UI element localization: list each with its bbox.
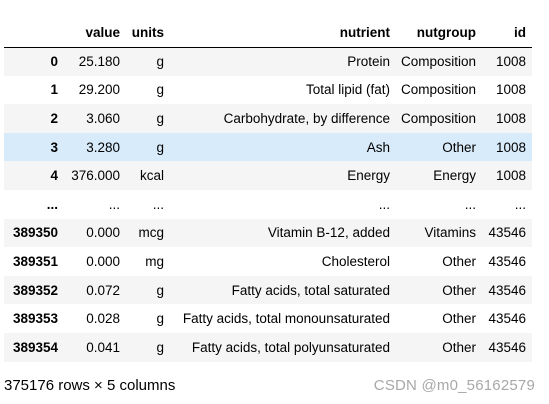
value-cell: 0.000 [86,225,120,241]
value-cell: 0.000 [86,253,120,269]
table-row: 0 25.180 g Protein Composition 1008 [4,47,532,76]
dataframe-shape-text: 375176 rows × 5 columns [4,377,176,394]
nutrient-cell: Vitamin B-12, added [267,225,390,241]
nutgroup-cell: Composition [400,110,476,126]
units-cell: ... [152,196,164,212]
row-index: 0 [50,54,58,70]
id-cell: 43546 [488,225,526,241]
table-row: 2 3.060 g Carbohydrate, by difference Co… [4,104,532,133]
ellipsis-row: ... ... ... ... ... ... [4,189,532,219]
table-row: 389354 0.041 g Fatty acids, total polyun… [4,332,532,362]
units-cell: g [156,282,164,298]
value-header: value [64,18,126,48]
units-cell: mcg [138,225,164,241]
nutrient-cell: Cholesterol [321,253,390,269]
value-cell: 3.280 [86,139,120,155]
nutrient-cell: Total lipid (fat) [305,82,390,98]
units-cell: g [156,339,164,355]
row-index: 389352 [12,282,58,298]
row-index: 4 [50,168,58,184]
id-cell: 43546 [488,339,526,355]
units-cell: g [156,110,164,126]
table-row: 389353 0.028 g Fatty acids, total monoun… [4,304,532,333]
row-index: 389351 [12,253,58,269]
units-header: units [126,18,170,48]
id-cell: 1008 [495,110,526,126]
nutrient-cell: ... [378,196,390,212]
nutgroup-cell: Other [442,253,476,269]
watermark-text: CSDN @m0_56162579 [373,377,535,394]
id-cell: 43546 [488,311,526,327]
nutrient-cell: Fatty acids, total polyunsaturated [191,339,390,355]
nutrient-cell: Fatty acids, total saturated [231,282,390,298]
id-cell: 1008 [495,54,526,70]
row-index: 389354 [12,339,58,355]
row-index: 2 [50,110,58,126]
id-cell: 1008 [495,82,526,98]
id-header: id [482,18,532,48]
nutrient-cell: Energy [347,168,390,184]
units-cell: g [156,82,164,98]
nutgroup-cell: Energy [433,168,476,184]
row-index: ... [46,196,58,212]
units-cell: g [156,54,164,70]
value-cell: 29.200 [78,82,120,98]
header-row: value units nutrient nutgroup id [4,18,532,48]
id-cell: 43546 [488,253,526,269]
nutgroup-cell: Other [442,139,476,155]
nutrient-cell: Fatty acids, total monounsaturated [182,311,390,327]
value-cell: 25.180 [78,54,120,70]
units-cell: mg [145,253,164,269]
nutgroup-cell: Composition [400,82,476,98]
nutgroup-cell: Other [442,282,476,298]
value-cell: 3.060 [86,110,120,126]
nutgroup-header: nutgroup [396,18,482,48]
nutgroup-cell: ... [464,196,476,212]
id-cell: 1008 [495,139,526,155]
nutrient-cell: Protein [347,54,390,70]
nutrient-header: nutrient [170,18,396,48]
id-cell: ... [514,196,526,212]
id-cell: 43546 [488,282,526,298]
units-cell: g [156,139,164,155]
table-row: 4 376.000 kcal Energy Energy 1008 [4,161,532,190]
units-cell: kcal [139,168,164,184]
nutrient-cell: Ash [366,139,390,155]
nutgroup-cell: Composition [400,54,476,70]
value-cell: 0.072 [86,282,120,298]
nutrient-cell: Carbohydrate, by difference [223,110,390,126]
dataframe-table: value units nutrient nutgroup id 0 25.18… [4,18,532,362]
row-index: 3 [50,139,58,155]
index-header [4,18,64,48]
value-cell: 0.028 [86,311,120,327]
row-index: 389350 [12,225,58,241]
table-row: 389351 0.000 mg Cholesterol Other 43546 [4,247,532,276]
units-cell: g [156,311,164,327]
value-cell: ... [108,196,120,212]
value-cell: 0.041 [86,339,120,355]
nutgroup-cell: Vitamins [424,225,476,241]
id-cell: 1008 [495,168,526,184]
row-index: 1 [50,82,58,98]
table-row: 1 29.200 g Total lipid (fat) Composition… [4,75,532,105]
table-row: 389352 0.072 g Fatty acids, total satura… [4,275,532,305]
table-row-highlighted: 3 3.280 g Ash Other 1008 [4,132,532,162]
nutgroup-cell: Other [442,339,476,355]
nutgroup-cell: Other [442,311,476,327]
value-cell: 376.000 [71,168,120,184]
table-row: 389350 0.000 mcg Vitamin B-12, added Vit… [4,218,532,248]
row-index: 389353 [12,311,58,327]
